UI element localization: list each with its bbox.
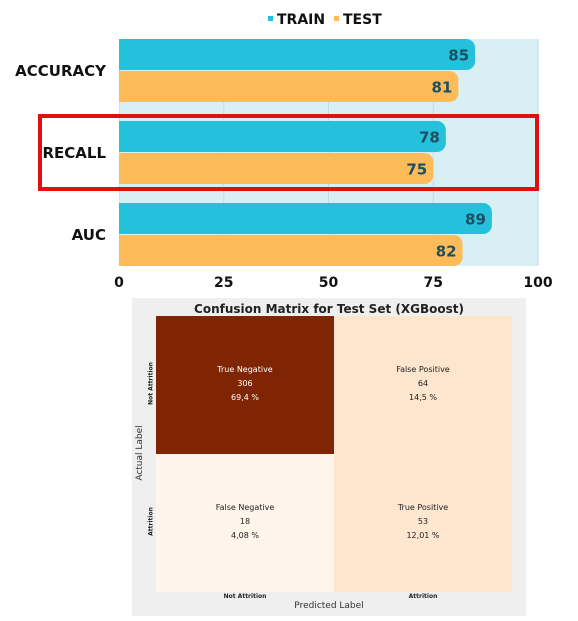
cm-cell-count: 53 xyxy=(417,517,429,526)
bar-train-accuracy xyxy=(109,39,476,70)
bar-train-auc xyxy=(109,203,492,234)
x-tick-label: 100 xyxy=(523,275,552,291)
data-label: 89 xyxy=(465,211,486,229)
bar-test-auc xyxy=(109,235,463,266)
cm-x-tick-attrition: Attrition xyxy=(408,593,438,600)
cm-x-axis-label: Predicted Label xyxy=(294,601,364,611)
data-label: 82 xyxy=(436,243,457,261)
x-tick-label: 50 xyxy=(319,275,339,291)
bar-test-recall xyxy=(109,153,434,184)
cm-cell-label: False Negative xyxy=(215,503,275,512)
confusion-matrix-panel: Confusion Matrix for Test Set (XGBoost) … xyxy=(132,298,526,616)
cm-cell-count: 306 xyxy=(237,379,253,388)
cm-cell-false-negative: False Negative 18 4,08 % xyxy=(156,454,334,592)
cm-cell-true-positive: True Positive 53 12,01 % xyxy=(334,454,512,592)
bar-test-accuracy xyxy=(109,71,459,102)
cm-cell-percent: 4,08 % xyxy=(231,531,259,540)
legend-label-train: TRAIN xyxy=(277,12,325,28)
y-tick-label: ACCURACY xyxy=(15,62,107,80)
axis-mask xyxy=(107,39,119,266)
x-tick-label: 25 xyxy=(214,275,233,291)
x-tick-label: 75 xyxy=(424,275,443,291)
data-label: 78 xyxy=(419,129,440,147)
cm-cell-percent: 69,4 % xyxy=(231,393,259,402)
legend-label-test: TEST xyxy=(343,12,382,28)
bar-train-recall xyxy=(109,121,446,152)
y-tick-label: AUC xyxy=(72,226,106,244)
confusion-matrix-title: Confusion Matrix for Test Set (XGBoost) xyxy=(194,302,464,316)
cm-cell-true-negative: True Negative 306 69,4 % xyxy=(156,316,334,454)
cm-cell-count: 64 xyxy=(417,379,429,388)
cm-y-tick-not-attrition: Not Attrition xyxy=(147,362,155,405)
legend-swatch-test xyxy=(334,16,339,21)
x-tick-label: 0 xyxy=(114,275,124,291)
cm-cell-false-positive: False Positive 64 14,5 % xyxy=(334,316,512,454)
data-label: 85 xyxy=(448,47,469,65)
cm-cell-label: False Positive xyxy=(396,365,450,374)
metrics-bar-chart: 85 81 ACCURACY 78 75 RECALL 89 82 AUC 0 25 50 75 100 T… xyxy=(15,12,553,291)
data-label: 75 xyxy=(406,161,427,179)
legend-swatch-train xyxy=(268,16,273,21)
y-tick-label: RECALL xyxy=(42,144,106,162)
cm-cell-label: True Negative xyxy=(217,365,273,374)
cm-x-tick-not-attrition: Not Attrition xyxy=(223,593,267,600)
cm-cell-percent: 14,5 % xyxy=(409,393,437,402)
cm-cell-percent: 12,01 % xyxy=(406,531,440,540)
cm-cell-count: 18 xyxy=(239,517,251,526)
cm-cell-label: True Positive xyxy=(397,503,449,512)
data-label: 81 xyxy=(432,79,453,97)
cm-y-tick-attrition: Attrition xyxy=(147,507,155,536)
highlight-box xyxy=(38,114,539,191)
cm-y-axis-label: Actual Label xyxy=(135,425,145,481)
